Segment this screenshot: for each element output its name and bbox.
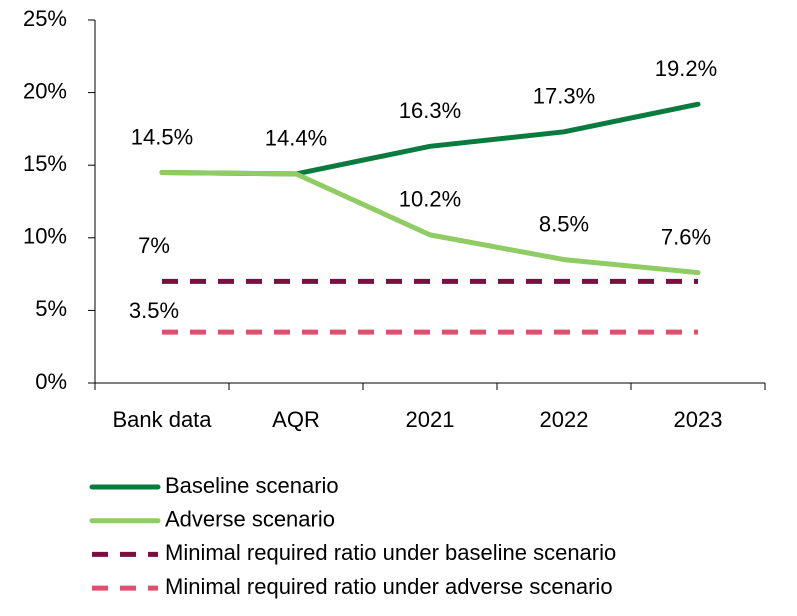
- legend-label: Adverse scenario: [165, 507, 335, 532]
- data-label: 17.3%: [533, 84, 595, 109]
- x-tick-label: 2023: [674, 407, 723, 432]
- data-label: 16.3%: [399, 98, 461, 123]
- y-tick-label: 10%: [23, 224, 67, 249]
- y-tick-label: 25%: [23, 6, 67, 31]
- y-tick-label: 15%: [23, 151, 67, 176]
- data-label: 7%: [138, 233, 170, 258]
- y-tick-label: 0%: [35, 369, 67, 394]
- legend-label: Minimal required ratio under baseline sc…: [165, 540, 616, 565]
- data-label: 14.4%: [265, 126, 327, 151]
- y-tick-label: 20%: [23, 78, 67, 103]
- x-tick-label: 2021: [406, 407, 455, 432]
- x-tick-label: 2022: [540, 407, 589, 432]
- series-line: [159, 169, 701, 276]
- legend-label: Minimal required ratio under adverse sce…: [165, 574, 613, 599]
- data-label: 14.5%: [131, 124, 193, 149]
- x-tick-label: Bank data: [112, 407, 212, 432]
- data-label: 10.2%: [399, 187, 461, 212]
- data-label: 8.5%: [539, 211, 589, 236]
- data-label: 7.6%: [661, 224, 711, 249]
- data-label: 19.2%: [655, 56, 717, 81]
- y-tick-label: 5%: [35, 296, 67, 321]
- data-label: 3.5%: [129, 298, 179, 323]
- legend-label: Baseline scenario: [165, 473, 339, 498]
- x-tick-label: AQR: [272, 407, 320, 432]
